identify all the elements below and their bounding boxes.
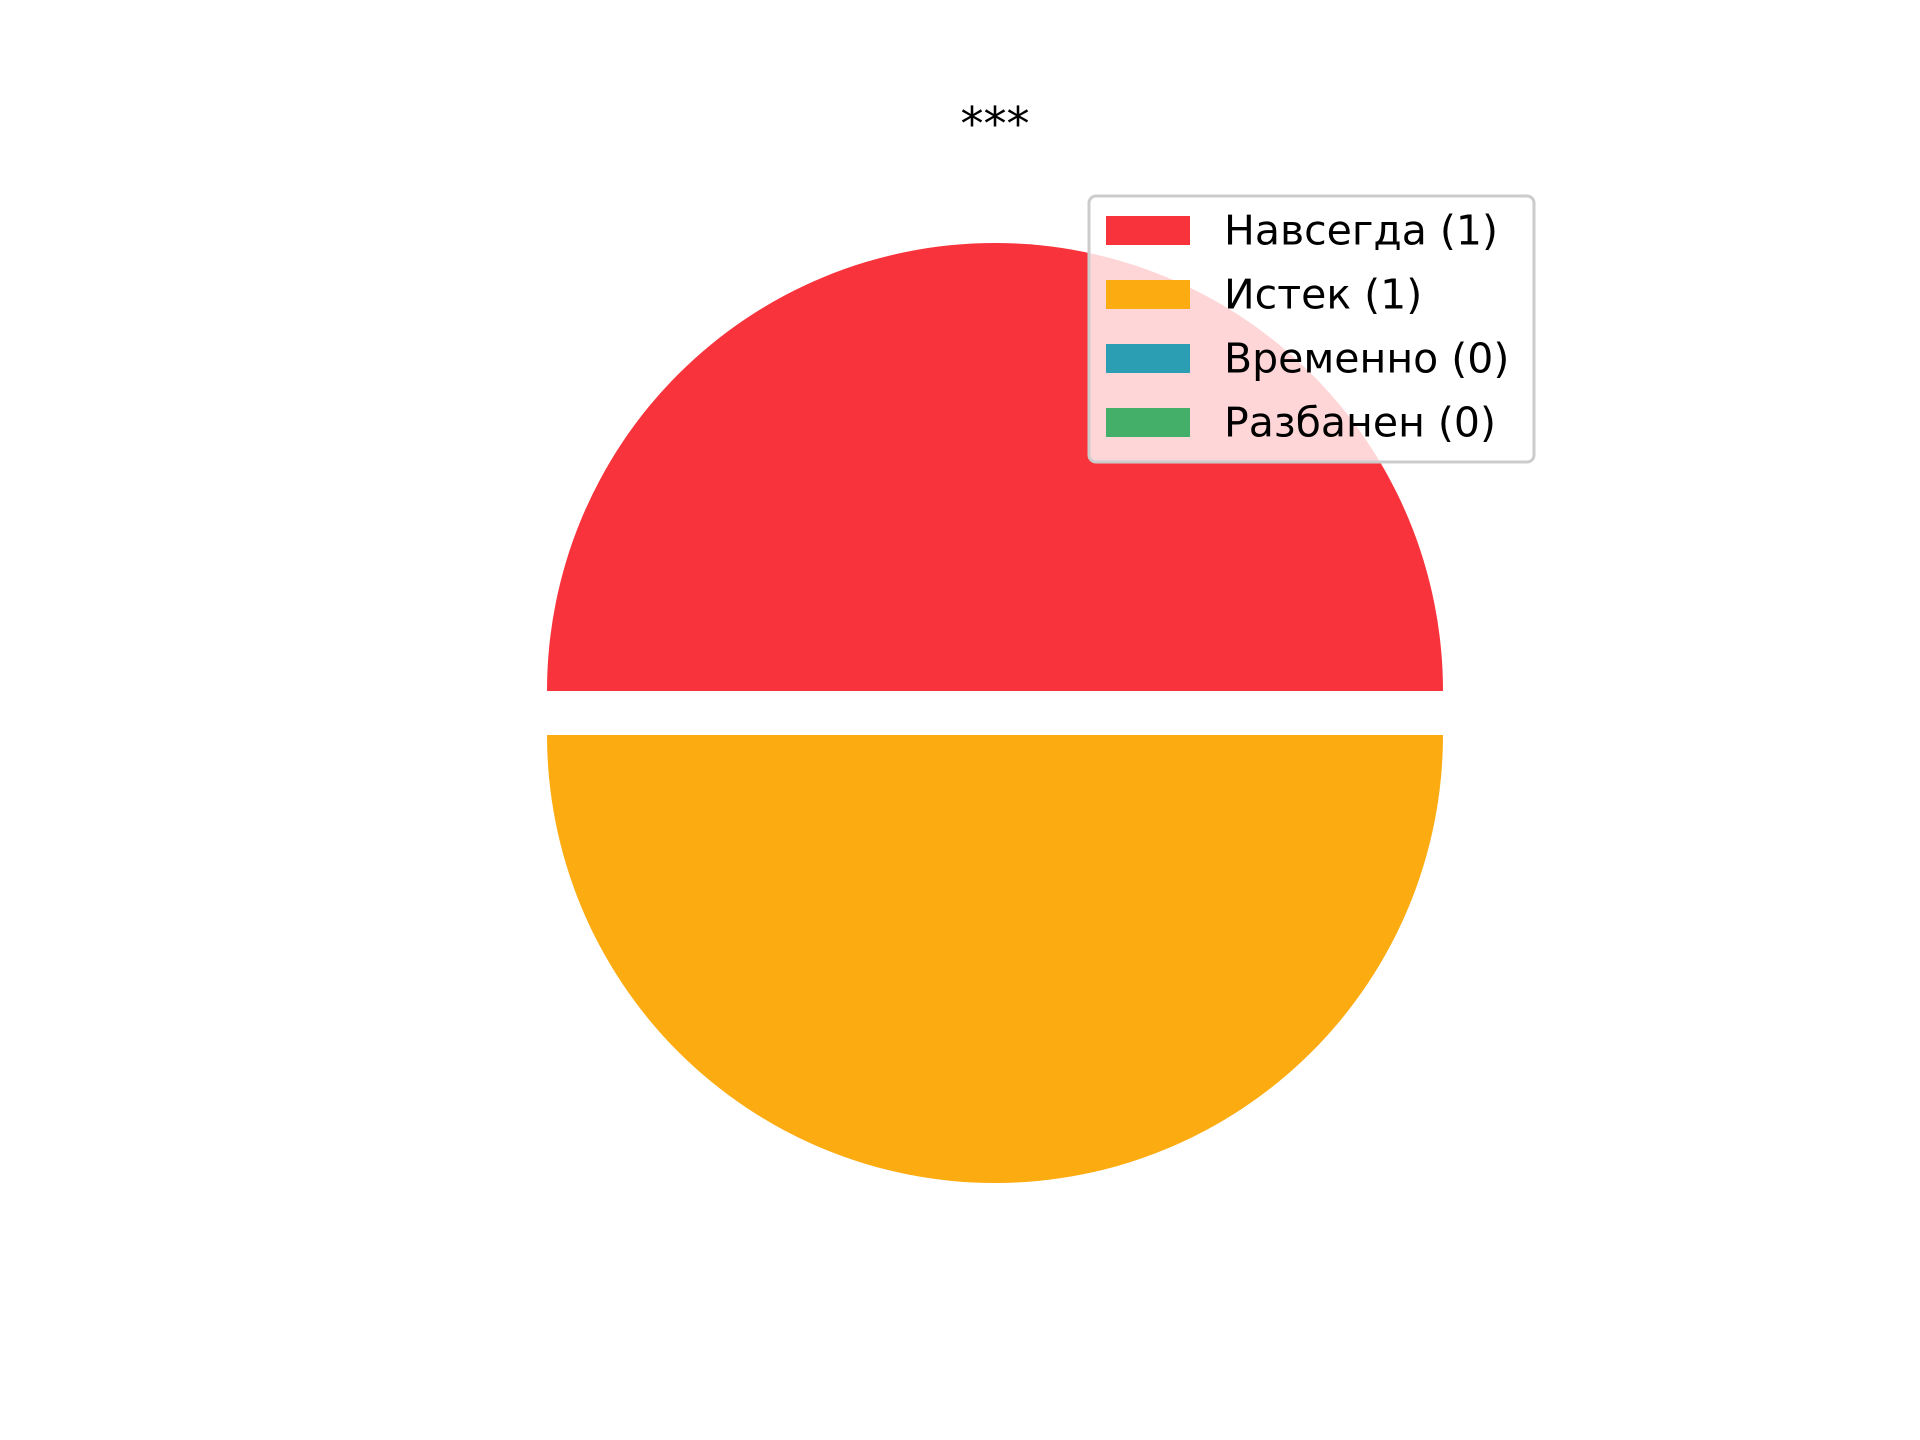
chart-title: *** (961, 97, 1030, 151)
pie-slice-1 (547, 735, 1443, 1183)
legend-label-1: Истек (1) (1224, 271, 1422, 319)
legend-frame (1087, 194, 1536, 464)
legend-items: Навсегда (1) Истек (1) Временно (0) Разбане… (1106, 207, 1509, 447)
legend-swatch-1 (1106, 280, 1190, 309)
legend: Навсегда (1) Истек (1) Временно (0) Разбане… (1087, 194, 1536, 464)
legend-label-2: Временно (0) (1224, 335, 1509, 383)
legend-swatch-0 (1106, 216, 1190, 245)
legend-swatch-3 (1106, 408, 1190, 437)
legend-label-0: Навсегда (1) (1224, 207, 1498, 255)
legend-swatch-2 (1106, 344, 1190, 373)
legend-label-3: Разбанен (0) (1224, 399, 1496, 447)
